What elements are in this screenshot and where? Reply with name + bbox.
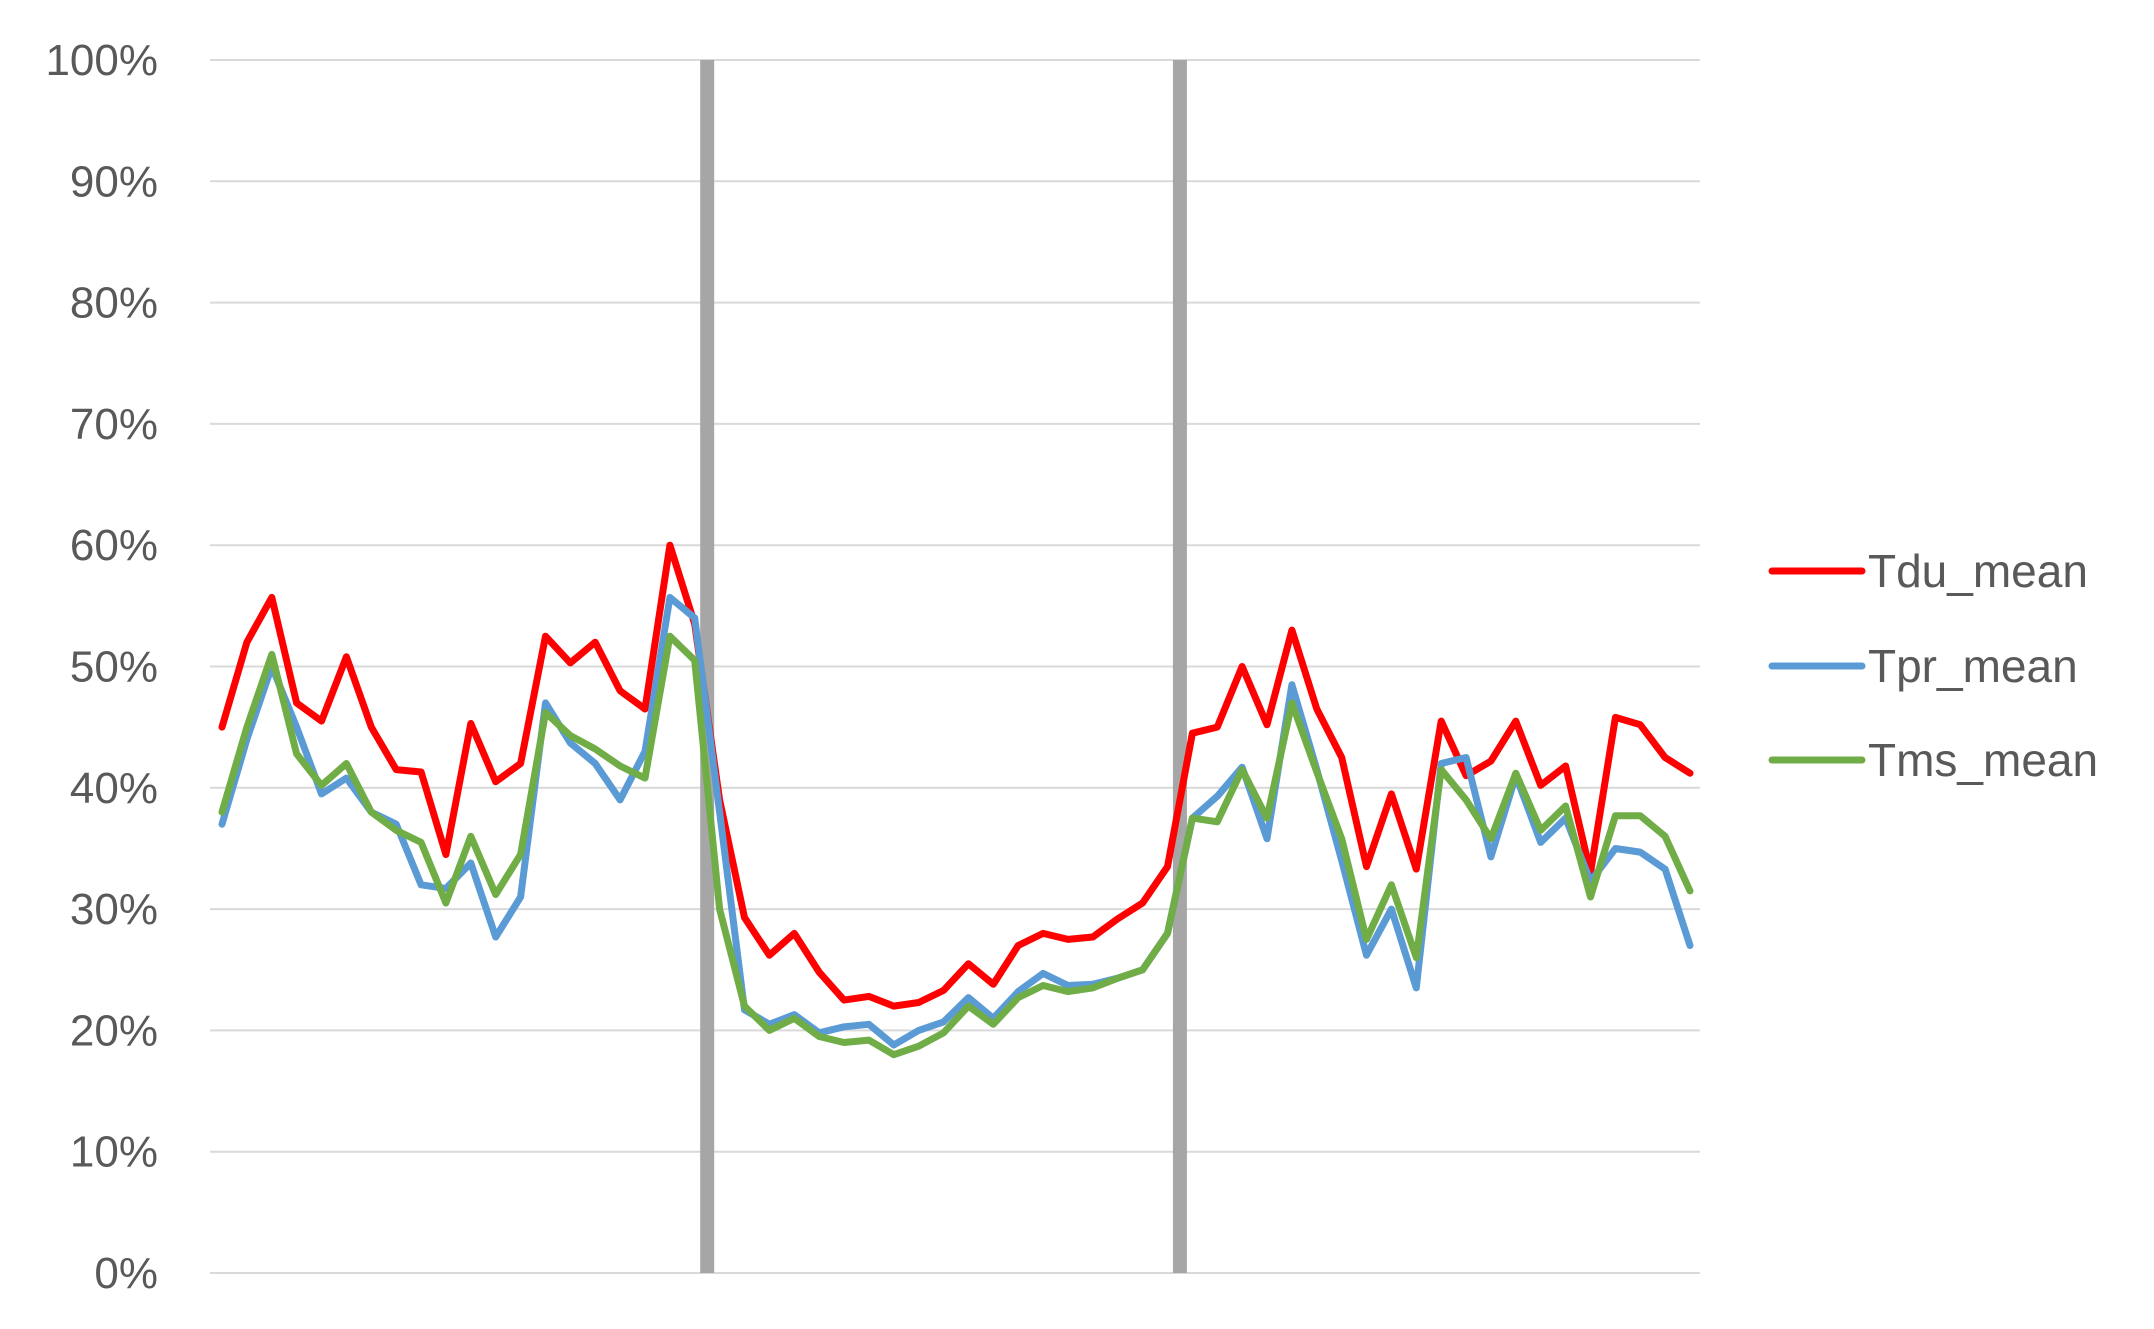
y-tick-label: 90%: [70, 157, 158, 206]
y-tick-label: 10%: [70, 1128, 158, 1177]
series-line-Tms_mean: [218, 632, 1694, 1059]
y-tick-label: 50%: [70, 643, 158, 692]
legend: Tdu_mean Tpr_mean Tms_mean: [1768, 545, 2098, 786]
series-line-Tdu_mean: [218, 541, 1694, 1010]
y-tick-label: 20%: [70, 1006, 158, 1055]
gridlines: [210, 59, 1700, 1274]
y-tick-label: 60%: [70, 521, 158, 570]
y-tick-label: 40%: [70, 764, 158, 813]
y-axis-tick-labels: 0% 10% 20% 30% 40% 50% 60% 70% 80% 90% 100%: [45, 36, 158, 1298]
y-tick-label: 70%: [70, 400, 158, 449]
series-lines: [218, 541, 1694, 1059]
legend-label: Tms_mean: [1868, 734, 2098, 786]
legend-label: Tpr_mean: [1868, 640, 2078, 692]
y-tick-label: 0%: [94, 1249, 158, 1298]
legend-label: Tdu_mean: [1868, 545, 2088, 597]
y-tick-label: 80%: [70, 279, 158, 328]
y-tick-label: 30%: [70, 885, 158, 934]
vertical-markers: [700, 60, 1187, 1273]
series-line-Tpr_mean: [218, 593, 1694, 1049]
y-tick-label: 100%: [45, 36, 158, 85]
